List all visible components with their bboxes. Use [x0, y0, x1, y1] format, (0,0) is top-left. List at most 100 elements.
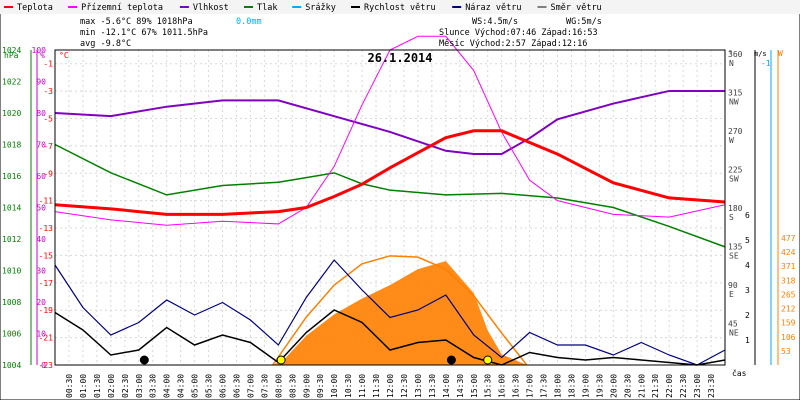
pct-tick-label: 60 [36, 172, 46, 181]
series-vlhkost [54, 89, 725, 155]
series-sun [272, 261, 527, 365]
hpa-tick-label: 1018 [2, 141, 21, 150]
sun-tick-label: 424 [781, 248, 796, 257]
x-tick-label: 06:30 [232, 374, 241, 398]
x-tick-label: 21:30 [651, 374, 660, 398]
x-tick-label: 10:00 [330, 374, 339, 398]
dir-tick-label: SW [729, 175, 739, 184]
x-tick-label: 17:30 [540, 374, 549, 398]
series-rychlost-větru [54, 309, 726, 366]
ms-tick-label: 5 [745, 236, 750, 245]
series-teplota [54, 129, 726, 216]
legend-bar [0, 0, 800, 14]
hpa-tick-label: 1006 [2, 330, 21, 339]
plot-frame [54, 49, 726, 366]
x-tick-label: 14:30 [456, 374, 465, 398]
x-tick-label: 08:00 [274, 374, 283, 398]
pct-tick-label: 20 [36, 298, 46, 307]
temp-tick-label: -17 [39, 279, 54, 288]
x-tick-label: 01:30 [93, 374, 102, 398]
dir-tick-label: NW [729, 98, 739, 107]
sun-moon-marker [446, 355, 456, 365]
ms-tick-label: 4 [745, 261, 750, 270]
dir-tick-label: 225 [728, 166, 743, 175]
temp-tick-label: -1 [43, 60, 53, 69]
ms-tick-label: 6 [745, 211, 750, 220]
pct-tick-label: 80 [36, 109, 46, 118]
x-tick-label: 20:00 [609, 374, 618, 398]
temp-tick-label: -21 [39, 334, 54, 343]
hpa-tick-label: 1024 [2, 46, 21, 55]
series-sun-theoretical [272, 255, 528, 366]
x-tick-label: 22:30 [679, 374, 688, 398]
temp-tick-label: -5 [43, 114, 53, 123]
x-tick-label: 11:00 [358, 374, 367, 398]
dir-tick-label: E [729, 290, 734, 299]
temp-tick-label: -9 [43, 169, 53, 178]
sun-tick-label: 318 [781, 276, 796, 285]
x-tick-label: 12:00 [386, 374, 395, 398]
x-tick-label: 07:30 [260, 374, 269, 398]
pct-unit: % [40, 51, 45, 60]
chart-title: 26.1.2014 [367, 51, 432, 65]
temp-tick-label: -3 [43, 87, 53, 96]
x-tick-label: 13:00 [414, 374, 423, 398]
x-tick-label: 01:00 [79, 374, 88, 398]
dir-tick-label: S [729, 213, 734, 222]
sun-tick-label: 212 [781, 305, 796, 314]
x-tick-label: 14:00 [442, 374, 451, 398]
hpa-tick-label: 1020 [2, 109, 21, 118]
ms-tick-label: 1 [745, 336, 750, 345]
x-tick-label: 19:30 [595, 374, 604, 398]
stat-wg: WG:5m/s [566, 17, 602, 27]
rain-tick-label: -1 [761, 59, 771, 68]
x-tick-label: 22:00 [665, 374, 674, 398]
x-tick-label: 18:30 [567, 374, 576, 398]
pct-tick-label: 50 [36, 204, 46, 213]
sun-tick-label: 53 [781, 347, 791, 356]
pct-tick-label: 0 [41, 361, 46, 370]
x-tick-label: 12:30 [400, 374, 409, 398]
x-tick-label: 09:00 [302, 374, 311, 398]
dir-tick-label: W [729, 136, 734, 145]
hpa-tick-label: 1010 [2, 267, 21, 276]
hpa-unit: hPa [4, 51, 19, 60]
temp-tick-label: -15 [39, 251, 54, 260]
dir-tick-label: N [729, 59, 734, 68]
dir-tick-label: 270 [728, 127, 743, 136]
sun-moon-marker [276, 355, 286, 365]
dir-unit: ° [728, 49, 733, 58]
legend-label: Náraz větru [465, 3, 521, 13]
hpa-tick-label: 1014 [2, 204, 21, 213]
x-tick-label: 03:00 [135, 374, 144, 398]
x-axis-label: čas [732, 368, 747, 378]
legend-label: Tlak [257, 3, 277, 13]
pct-tick-label: 10 [36, 330, 46, 339]
legend-label: Přízemní teplota [81, 3, 163, 13]
sun-tick-label: 477 [781, 234, 796, 243]
x-tick-label: 23:30 [707, 374, 716, 398]
sun-unit: W [778, 49, 783, 58]
series-lines [54, 35, 726, 366]
temp-tick-label: -19 [39, 306, 54, 315]
series-náraz-větru [54, 259, 726, 366]
stat-ws: WS:4.5m/s [472, 17, 518, 27]
x-tick-label: 18:00 [554, 374, 563, 398]
hpa-tick-label: 1004 [2, 361, 21, 370]
hpa-tick-label: 1008 [2, 298, 21, 307]
pct-tick-label: 70 [36, 141, 46, 150]
x-tick-label: 16:30 [512, 374, 521, 398]
x-tick-label: 21:00 [637, 374, 646, 398]
dir-tick-label: 315 [728, 89, 743, 98]
hpa-tick-label: 1022 [2, 78, 21, 87]
legend-label: Srážky [305, 3, 336, 13]
stat-avg: avg -9.8°C [80, 39, 131, 49]
dir-tick-label: 360 [728, 50, 743, 59]
x-tick-label: 06:00 [219, 374, 228, 398]
x-tick-label: 15:00 [470, 374, 479, 398]
pct-tick-label: 90 [36, 78, 46, 87]
ms-unit: m/s [754, 50, 767, 58]
x-tick-label: 08:30 [288, 374, 297, 398]
x-tick-label: 19:00 [581, 374, 590, 398]
